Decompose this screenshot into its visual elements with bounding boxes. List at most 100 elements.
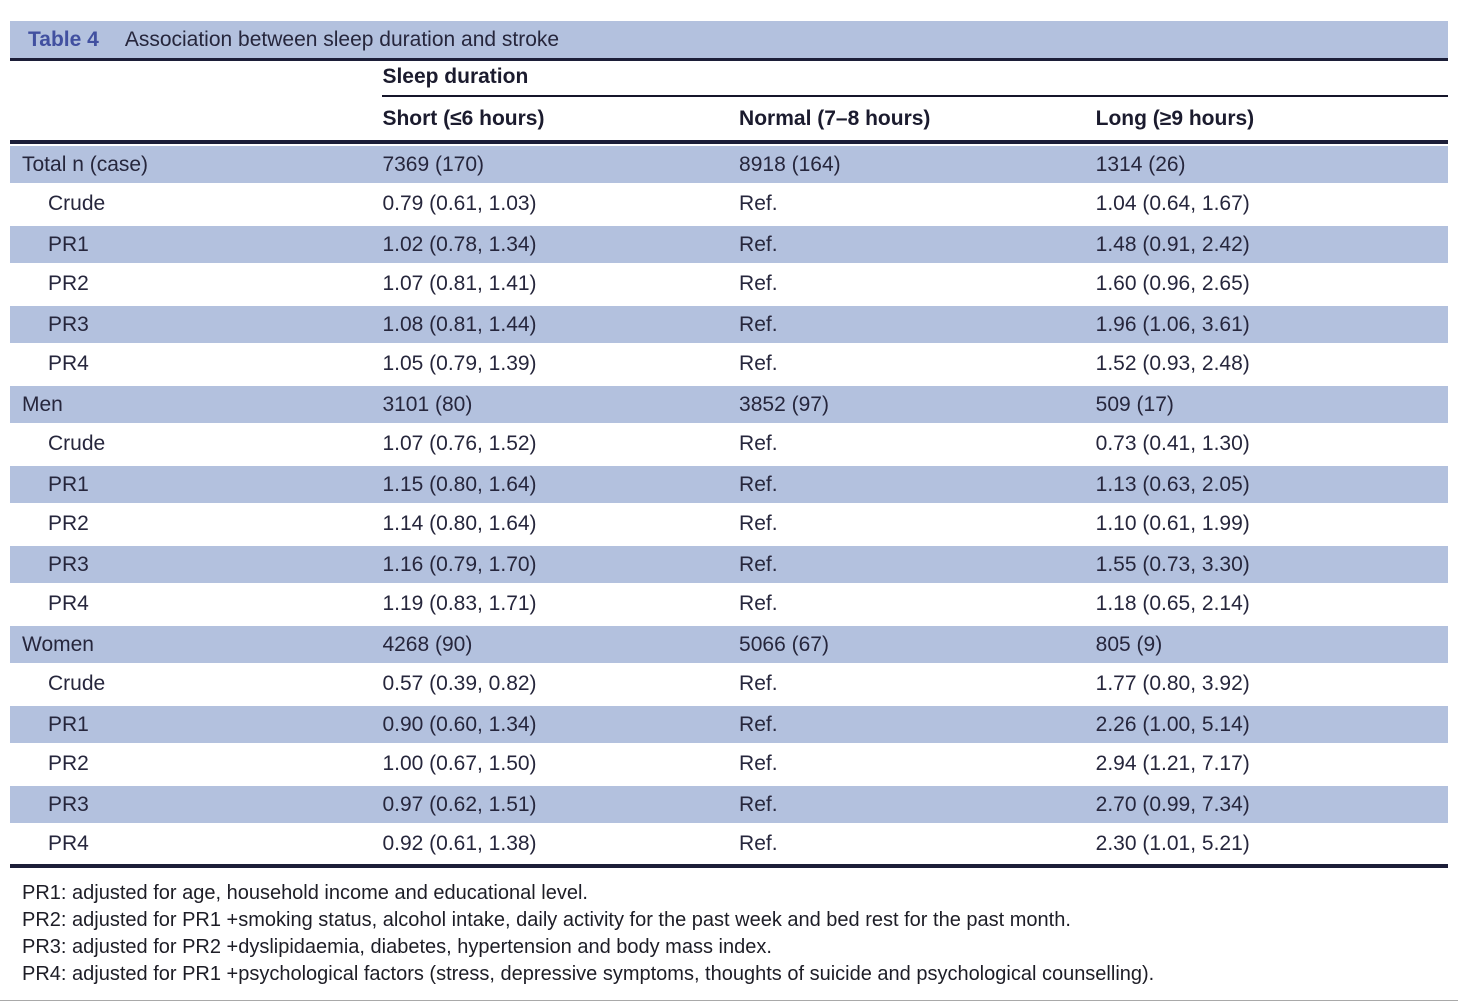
row-value: 1.00 (0.67, 1.50): [382, 752, 537, 775]
row-value: 1.05 (0.79, 1.39): [382, 352, 537, 375]
row-value: 3852 (97): [739, 392, 829, 416]
table-row: PR4 1.19 (0.83, 1.71) Ref. 1.18 (0.65, 2.14…: [10, 584, 1448, 624]
row-value: Ref.: [739, 712, 778, 736]
row-value: Ref.: [739, 472, 778, 496]
table-row: Women 4268 (90) 5066 (67) 805 (9): [10, 624, 1448, 664]
table-label: Table 4: [28, 27, 99, 51]
row-label: PR3: [48, 792, 89, 816]
row-label: PR3: [48, 312, 89, 336]
footnote-line: PR2: adjusted for PR1 +smoking status, a…: [22, 909, 1071, 931]
row-label: Women: [22, 632, 94, 656]
table-figure: Table 4 Association between sleep durati…: [10, 21, 1448, 988]
table-title: Association between sleep duration and s…: [124, 27, 560, 51]
footnote-line: PR3: adjusted for PR2 +dyslipidaemia, di…: [22, 936, 772, 958]
row-value: 1.19 (0.83, 1.71): [382, 592, 537, 615]
row-value: 0.73 (0.41, 1.30): [1095, 432, 1250, 455]
footnote-line: PR4: adjusted for PR1 +psychological fac…: [22, 963, 1155, 985]
column-header-normal: Normal (7–8 hours): [739, 106, 931, 130]
row-value: 1.18 (0.65, 2.14): [1095, 592, 1250, 615]
row-value: 1.16 (0.79, 1.70): [382, 552, 537, 576]
row-value: Ref.: [739, 792, 778, 816]
row-value: 1.02 (0.78, 1.34): [382, 232, 537, 256]
bottom-rule: [10, 864, 1448, 868]
row-value: Ref.: [739, 832, 778, 855]
table-row: Crude 0.57 (0.39, 0.82) Ref. 1.77 (0.80, 3.…: [10, 664, 1448, 704]
row-label: Total n (case): [22, 152, 149, 176]
row-value: 0.79 (0.61, 1.03): [382, 192, 537, 215]
table-row: PR2 1.07 (0.81, 1.41) Ref. 1.60 (0.96, 2.65…: [10, 264, 1448, 304]
group-header-row: Sleep duration: [10, 61, 1448, 97]
row-value: 1.04 (0.64, 1.67): [1095, 192, 1250, 215]
row-label: PR4: [48, 832, 89, 855]
table-row: PR3 1.16 (0.79, 1.70) Ref. 1.55 (0.73, 3.30…: [10, 544, 1448, 584]
row-value: 0.90 (0.60, 1.34): [382, 712, 537, 736]
group-header-spacer: [10, 61, 382, 97]
row-value: 1.10 (0.61, 1.99): [1095, 512, 1250, 535]
row-label: PR2: [48, 512, 89, 535]
row-value: 3101 (80): [382, 392, 473, 416]
table-row: PR3 0.97 (0.62, 1.51) Ref. 2.70 (0.99, 7.34…: [10, 784, 1448, 824]
column-header-short: Short (≤6 hours): [382, 106, 545, 130]
row-value: 0.57 (0.39, 0.82): [382, 672, 537, 695]
row-value: 1.08 (0.81, 1.44): [382, 312, 537, 336]
table-row: PR4 0.92 (0.61, 1.38) Ref. 2.30 (1.01, 5.21…: [10, 824, 1448, 864]
row-label: Crude: [48, 432, 106, 455]
row-value: 509 (17): [1095, 392, 1174, 416]
table-title-bar: Table 4 Association between sleep durati…: [10, 21, 1448, 61]
table-row: Crude 1.07 (0.76, 1.52) Ref. 0.73 (0.41, 1.…: [10, 424, 1448, 464]
row-value: 1.96 (1.06, 3.61): [1095, 312, 1250, 336]
column-header-spacer: [10, 97, 382, 140]
column-header-long: Long (≥9 hours): [1095, 106, 1255, 130]
row-label: Men: [22, 392, 63, 416]
row-value: 1.48 (0.91, 2.42): [1095, 232, 1250, 256]
table-rows: Total n (case) 7369 (170) 8918 (164) 1314 (…: [10, 144, 1448, 864]
group-header-cell: Sleep duration: [382, 61, 1448, 97]
row-value: 4268 (90): [382, 632, 473, 656]
row-value: 2.26 (1.00, 5.14): [1095, 712, 1250, 736]
row-value: 0.92 (0.61, 1.38): [382, 832, 537, 855]
row-label: PR1: [48, 232, 89, 256]
table-row: PR3 1.08 (0.81, 1.44) Ref. 1.96 (1.06, 3.61…: [10, 304, 1448, 344]
table-row: PR4 1.05 (0.79, 1.39) Ref. 1.52 (0.93, 2.48…: [10, 344, 1448, 384]
row-value: Ref.: [739, 552, 778, 576]
row-label: PR2: [48, 272, 89, 295]
row-value: Ref.: [739, 432, 778, 455]
row-value: Ref.: [739, 192, 778, 215]
row-value: 5066 (67): [739, 632, 829, 656]
footnotes: PR1: adjusted for age, household income …: [22, 880, 1448, 988]
row-value: Ref.: [739, 272, 778, 295]
row-value: 1.13 (0.63, 2.05): [1095, 472, 1250, 496]
row-value: Ref.: [739, 232, 778, 256]
table-row: Total n (case) 7369 (170) 8918 (164) 1314 (…: [10, 144, 1448, 184]
row-label: PR3: [48, 552, 89, 576]
row-value: 2.94 (1.21, 7.17): [1095, 752, 1250, 775]
row-value: 1.55 (0.73, 3.30): [1095, 552, 1250, 576]
row-value: Ref.: [739, 352, 778, 375]
row-value: 7369 (170): [382, 152, 485, 176]
row-value: 1314 (26): [1095, 152, 1186, 176]
row-label: PR2: [48, 752, 89, 775]
row-value: 1.77 (0.80, 3.92): [1095, 672, 1250, 695]
row-label: PR1: [48, 712, 89, 736]
row-label: PR4: [48, 592, 89, 615]
row-value: 8918 (164): [739, 152, 841, 176]
row-label: Crude: [48, 192, 106, 215]
table-row: PR1 1.02 (0.78, 1.34) Ref. 1.48 (0.91, 2.42…: [10, 224, 1448, 264]
row-value: Ref.: [739, 592, 778, 615]
table-row: Men 3101 (80) 3852 (97) 509 (17): [10, 384, 1448, 424]
table-header: Sleep duration Short (≤6 hours) Normal (…: [10, 61, 1448, 144]
row-value: 805 (9): [1095, 632, 1163, 656]
row-value: 0.97 (0.62, 1.51): [382, 792, 537, 816]
row-value: 1.07 (0.81, 1.41): [382, 272, 537, 295]
row-value: Ref.: [739, 512, 778, 535]
row-value: 1.52 (0.93, 2.48): [1095, 352, 1250, 375]
row-value: 1.07 (0.76, 1.52): [382, 432, 537, 455]
row-value: 1.60 (0.96, 2.65): [1095, 272, 1250, 295]
row-value: Ref.: [739, 312, 778, 336]
row-label: PR4: [48, 352, 89, 375]
row-value: 2.70 (0.99, 7.34): [1095, 792, 1250, 816]
row-value: Ref.: [739, 672, 778, 695]
table-row: PR1 0.90 (0.60, 1.34) Ref. 2.26 (1.00, 5.14…: [10, 704, 1448, 744]
row-label: Crude: [48, 672, 106, 695]
